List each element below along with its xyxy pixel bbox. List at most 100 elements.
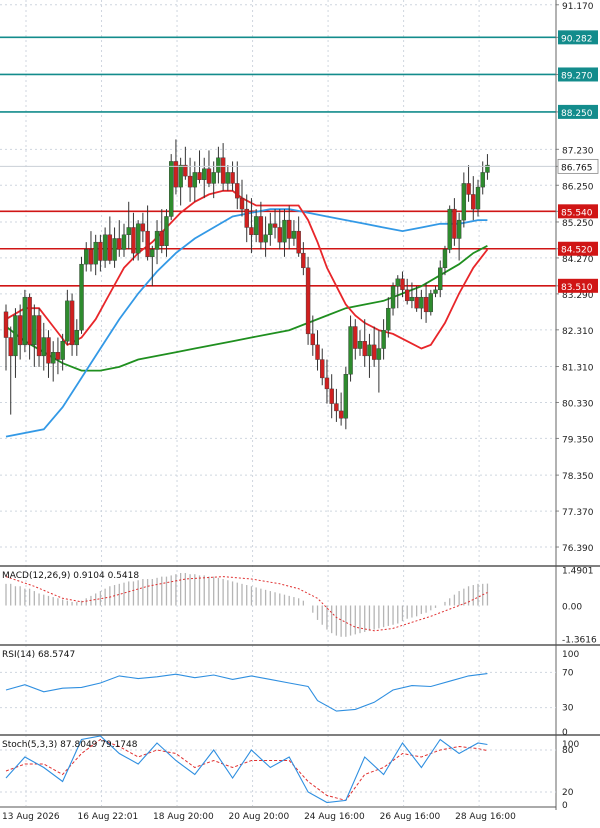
candle-body <box>22 296 28 346</box>
support-level-label: 84.520 <box>561 246 593 256</box>
candle-body <box>8 337 13 357</box>
candle-body <box>41 337 46 357</box>
candle-body <box>88 249 94 265</box>
support-level-tag <box>558 278 598 293</box>
y-tick-label: 84.270 <box>562 255 594 265</box>
rsi-line <box>5 673 488 712</box>
y-tick-label: 80.330 <box>562 399 594 409</box>
macd-tick-label: 1.4901 <box>562 567 594 577</box>
candle-body <box>480 172 485 188</box>
candle-body <box>485 164 490 173</box>
candle-body <box>154 230 160 250</box>
candle-body <box>315 344 320 360</box>
resistance-level-label: 89.270 <box>561 71 593 81</box>
candle-body <box>433 289 438 294</box>
macd-tick-label: 0.00 <box>562 603 582 613</box>
candle-body <box>36 315 42 357</box>
last-price-label: 86.765 <box>561 163 593 173</box>
y-tick-label: 79.350 <box>562 435 594 445</box>
support-level-tag <box>558 204 598 219</box>
x-tick-label: 20 Aug 20:00 <box>229 812 290 822</box>
candle-body <box>93 241 98 265</box>
y-tick-label: 83.290 <box>562 291 594 301</box>
y-tick-label: 86.250 <box>562 182 594 192</box>
candle-body <box>220 157 226 184</box>
candle-body <box>117 238 122 250</box>
y-tick-label: 91.170 <box>562 2 594 12</box>
stoch-tick-label: 0 <box>562 801 568 811</box>
ma-fast-line <box>5 189 489 350</box>
candle-body <box>244 208 249 228</box>
candle-body <box>60 341 65 360</box>
rsi-tick-label: 100 <box>562 650 579 660</box>
candle-body <box>55 352 61 360</box>
stoch-tick-label: 80 <box>562 746 574 756</box>
candle-body <box>17 315 23 346</box>
candle-body <box>353 326 358 349</box>
candle-body <box>461 183 467 221</box>
rsi-tick-label: 30 <box>562 704 574 714</box>
candle-body <box>135 223 141 254</box>
candle-body <box>287 219 292 239</box>
rsi-tick-label: 70 <box>562 668 574 678</box>
candle-body <box>168 161 174 217</box>
candle-body <box>466 183 471 195</box>
candle-body <box>438 267 443 291</box>
candle-body <box>225 172 231 184</box>
candle-body <box>329 388 334 404</box>
candle-body <box>159 230 164 247</box>
candle-body <box>126 227 131 236</box>
candle-body <box>268 223 273 236</box>
candle-body <box>46 337 51 364</box>
candle-body <box>419 296 424 309</box>
candle-body <box>390 285 396 309</box>
candle-body <box>263 234 268 243</box>
candle-body <box>202 168 207 180</box>
candle-body <box>253 216 259 236</box>
candle-body <box>452 208 457 239</box>
candle-body <box>310 333 315 346</box>
candle-body <box>409 296 415 302</box>
candle-body <box>249 227 254 236</box>
candle-body <box>296 230 301 254</box>
macd-label: MACD(12,26,9) 0.9104 0.5418 <box>2 571 139 581</box>
x-tick-label: 28 Aug 16:00 <box>455 812 516 822</box>
stoch-label: Stoch(5,3,3) 87.8049 79.1748 <box>2 740 138 750</box>
resistance-level-tag <box>558 104 598 119</box>
candle-body <box>414 296 419 309</box>
candle-body <box>371 344 377 360</box>
y-tick-label: 82.310 <box>562 327 594 337</box>
candle-body <box>32 315 37 346</box>
candle-body <box>178 164 183 188</box>
ma-slow-line <box>5 245 488 372</box>
candle-body <box>343 374 349 419</box>
stoch-tick-label: 100 <box>562 740 579 750</box>
candle-body <box>277 227 282 243</box>
candle-body <box>235 183 240 199</box>
candle-body <box>405 289 410 302</box>
candle-body <box>150 249 155 258</box>
candle-body <box>376 348 382 360</box>
resistance-level-label: 88.250 <box>561 109 593 119</box>
x-tick-label: 16 Aug 22:01 <box>78 812 139 822</box>
candle-body <box>428 293 433 313</box>
candle-body <box>131 227 136 254</box>
y-tick-label: 77.370 <box>562 508 594 518</box>
candle-body <box>216 157 221 173</box>
candle-body <box>79 263 84 331</box>
candle-body <box>381 329 386 349</box>
candle-body <box>84 249 89 265</box>
stoch-d-line <box>5 738 488 801</box>
candle-body <box>475 186 481 210</box>
candle-body <box>386 307 391 331</box>
candle-body <box>206 168 212 184</box>
stoch-tick-label: 20 <box>562 788 574 798</box>
candle-body <box>3 311 9 338</box>
candle-body <box>324 377 330 390</box>
candle-body <box>395 278 400 287</box>
candle-body <box>291 230 297 239</box>
x-tick-label: 24 Aug 16:00 <box>304 812 365 822</box>
candle-body <box>112 238 117 261</box>
candle-body <box>13 315 18 357</box>
